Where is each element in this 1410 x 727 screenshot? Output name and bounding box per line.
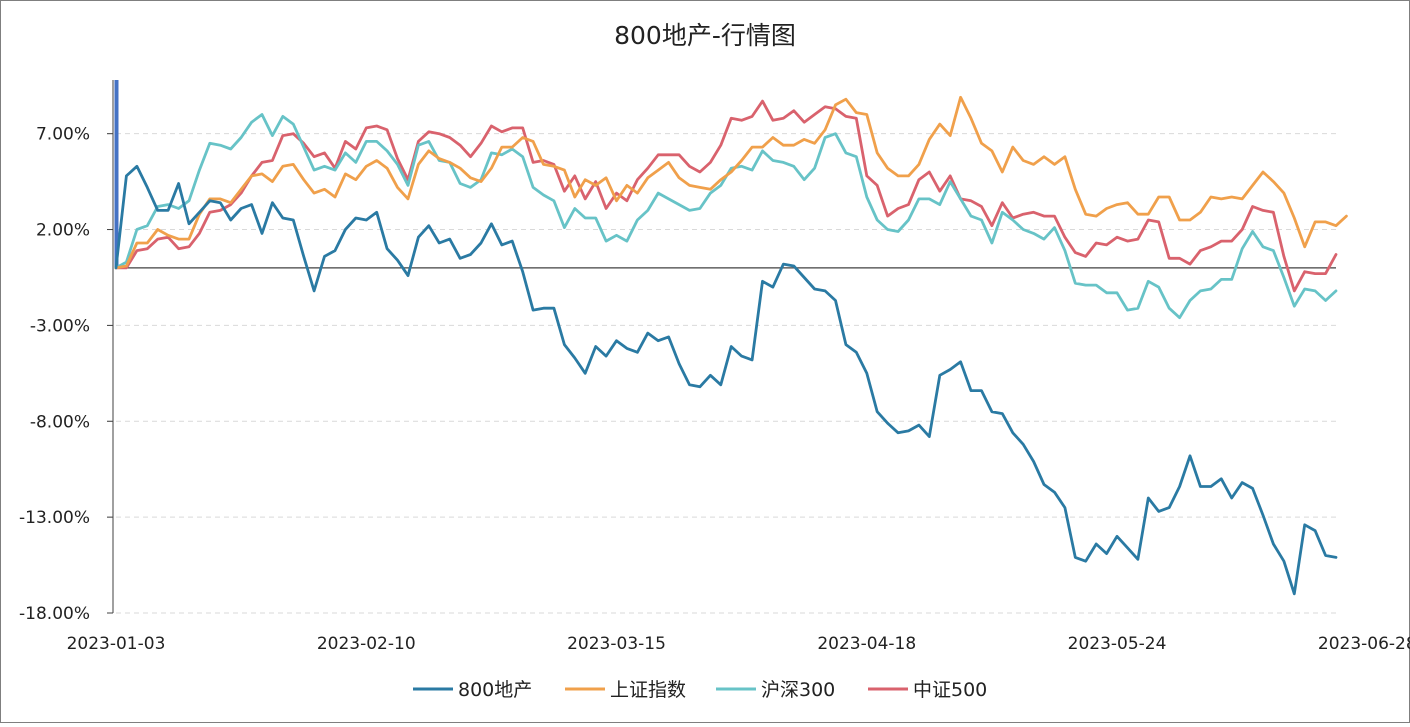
legend-label: 中证500 [913, 679, 987, 701]
legend: 800地产 上证指数 沪深300 中证500 [413, 679, 987, 701]
axes: 7.00% 2.00% -3.00% -8.00% -13.00% -18.00% 2023… [19, 80, 1410, 654]
y-tick-label: -3.00% [30, 316, 90, 336]
x-tick-label: 2023-05-24 [1068, 634, 1167, 654]
chart-title: 800地产-行情图 [614, 21, 796, 50]
series-line [114, 99, 1338, 293]
x-tick-label: 2023-01-03 [67, 634, 166, 654]
grid [107, 133, 1336, 614]
series-line [114, 164, 1338, 596]
series-lines [114, 80, 1348, 596]
x-tick-label: 2023-02-10 [317, 634, 416, 654]
x-tick-label: 2023-06-28 [1318, 634, 1410, 654]
x-tick-label: 2023-04-18 [817, 634, 916, 654]
highlight-bar [114, 80, 119, 268]
y-tick-label: -8.00% [30, 412, 90, 432]
legend-label: 800地产 [458, 679, 532, 701]
y-tick-label: 2.00% [36, 221, 90, 241]
legend-label: 上证指数 [610, 679, 686, 701]
series-line [114, 95, 1348, 270]
y-tick-label: -18.00% [19, 604, 90, 624]
legend-label: 沪深300 [761, 679, 835, 701]
y-tick-label: -13.00% [19, 508, 90, 528]
y-tick-label: 7.00% [36, 125, 90, 145]
x-tick-label: 2023-03-15 [567, 634, 666, 654]
